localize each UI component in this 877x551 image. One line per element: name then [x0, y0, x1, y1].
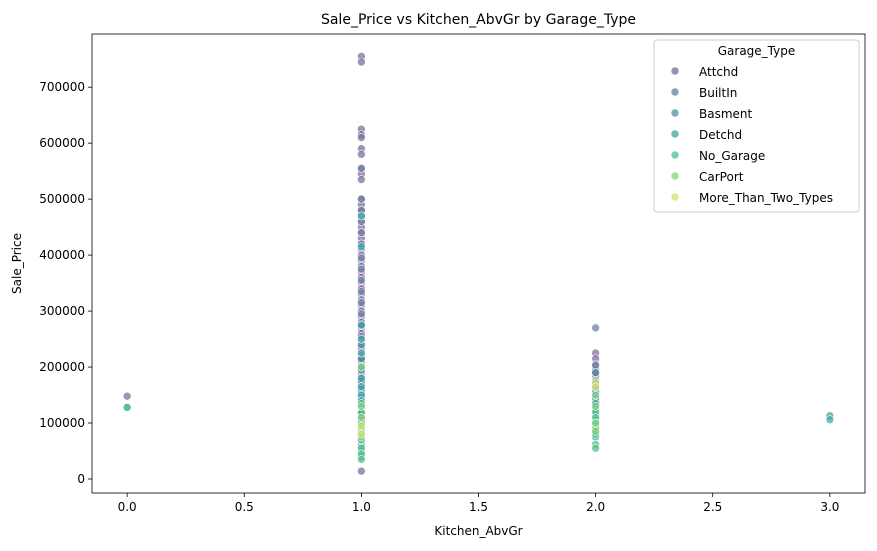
- y-tick-label: 300000: [39, 304, 85, 318]
- point-attchd-52: [357, 466, 366, 476]
- y-tick-label: 200000: [39, 360, 85, 374]
- x-tick-label: 0.0: [118, 500, 137, 514]
- legend-label-no-garage: No_Garage: [699, 149, 765, 163]
- legend-label-basment: Basment: [699, 107, 753, 121]
- point-more-than-two-types-3: [591, 382, 600, 391]
- point-builtin-6: [357, 253, 366, 263]
- point-carport-0: [357, 362, 366, 372]
- points-layer: [122, 52, 835, 476]
- y-axis-ticks: 0 100000 200000 300000 400000 500000 600000 700…: [39, 80, 92, 486]
- point-detchd-8: [357, 382, 366, 391]
- point-builtin-20: [591, 361, 600, 370]
- y-tick-label: 0: [77, 472, 85, 486]
- point-detchd-2: [357, 242, 366, 252]
- point-builtin-9: [357, 287, 366, 296]
- x-tick-label: 3.0: [820, 500, 839, 514]
- x-tick-label: 1.0: [352, 500, 371, 514]
- legend-marker-attchd: [670, 66, 680, 76]
- point-builtin-10: [357, 298, 366, 307]
- y-tick-label: 600000: [39, 136, 85, 150]
- y-tick-label: 700000: [39, 80, 85, 94]
- x-tick-label: 2.0: [586, 500, 605, 514]
- point-builtin-7: [357, 264, 366, 274]
- legend-label-attchd: Attchd: [699, 65, 738, 79]
- x-axis-ticks: 0.0 0.5 1.0 1.5 2.0 2.5 3.0: [118, 493, 839, 514]
- y-tick-label: 500000: [39, 192, 85, 206]
- point-builtin-0: [357, 164, 366, 173]
- point-no-garage-15: [591, 443, 600, 453]
- legend: Garage_Type Attchd BuiltIn Basment Detchd No…: [653, 39, 860, 213]
- legend-marker-detchd: [670, 129, 680, 139]
- point-more-than-two-types-0: [357, 421, 366, 431]
- legend-items: Attchd BuiltIn Basment Detchd No_Garage CarPo…: [670, 65, 833, 205]
- x-tick-label: 0.5: [235, 500, 254, 514]
- point-carport-5: [591, 390, 600, 400]
- legend-marker-more-than-two-types: [670, 192, 680, 202]
- legend-marker-carport: [670, 171, 680, 181]
- point-carport-1: [357, 401, 366, 411]
- point-attchd-2: [357, 57, 366, 67]
- point-builtin-1: [357, 194, 366, 204]
- y-tick-label: 400000: [39, 248, 85, 262]
- point-builtin-11: [357, 309, 366, 319]
- point-detchd-1: [357, 211, 366, 221]
- point-builtin-8: [357, 275, 366, 285]
- legend-marker-basment: [670, 108, 680, 118]
- point-attchd-0: [122, 391, 132, 401]
- point-more-than-two-types-1: [357, 429, 366, 439]
- point-builtin-4: [357, 228, 366, 238]
- legend-label-more-than-two-types: More_Than_Two_Types: [699, 191, 833, 205]
- point-no-garage-0: [122, 403, 132, 412]
- x-tick-label: 2.5: [703, 500, 722, 514]
- legend-label-detchd: Detchd: [699, 128, 742, 142]
- point-no-garage-8: [357, 455, 366, 464]
- point-attchd-7: [357, 150, 366, 159]
- point-builtin-19: [591, 323, 600, 333]
- point-detchd-4: [357, 334, 366, 344]
- x-axis-label: Kitchen_AbvGr: [434, 524, 522, 538]
- point-detchd-3: [357, 320, 366, 330]
- legend-marker-no-garage: [670, 150, 680, 160]
- point-carport-2: [357, 413, 366, 422]
- legend-label-carport: CarPort: [699, 170, 744, 184]
- point-attchd-10: [357, 175, 366, 184]
- legend-label-builtin: BuiltIn: [699, 86, 737, 100]
- legend-box: [653, 39, 860, 213]
- y-axis-label: Sale_Price: [10, 233, 24, 294]
- legend-title: Garage_Type: [718, 44, 796, 58]
- point-detchd-7: [357, 373, 366, 383]
- point-carport-8: [591, 427, 600, 436]
- y-tick-label: 100000: [39, 416, 85, 430]
- point-carport-6: [591, 401, 600, 411]
- point-basment-10: [591, 368, 600, 377]
- x-tick-label: 1.5: [469, 500, 488, 514]
- legend-marker-builtin: [670, 87, 680, 97]
- point-detchd-5: [357, 348, 366, 358]
- chart-title: Sale_Price vs Kitchen_AbvGr by Garage_Ty…: [321, 12, 636, 28]
- point-attchd-5: [357, 133, 366, 142]
- point-carport-7: [591, 418, 600, 428]
- point-detchd-31: [825, 415, 835, 424]
